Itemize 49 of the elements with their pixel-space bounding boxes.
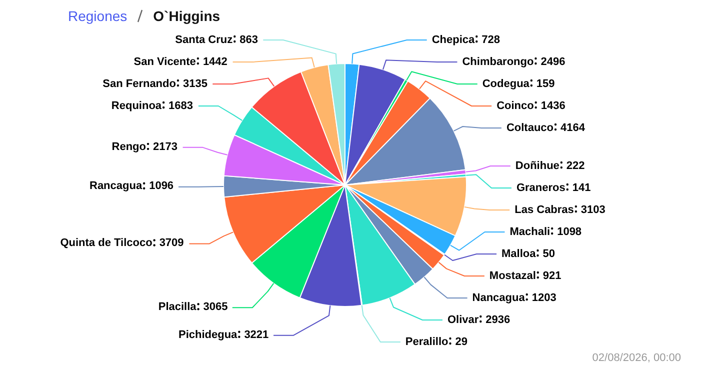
data-label: 1096 <box>149 180 174 192</box>
slice-label: Placilla <box>158 301 196 314</box>
slice-label: Santa Cruz <box>175 34 233 46</box>
slice-label: San Vicente <box>134 56 196 68</box>
slice-label: Nancagua <box>472 292 525 304</box>
text: 02/08/2026, 00:00 <box>592 352 681 364</box>
slice-label: Codegua <box>482 78 530 90</box>
slice-label: Rancagua <box>90 180 142 192</box>
slice-label: Coltauco <box>506 122 554 134</box>
slice-label: Quinta de Tilcoco <box>60 237 152 250</box>
slice-label: Las Cabras <box>514 204 574 216</box>
data-label: 1442 <box>202 56 228 68</box>
data-label: 1436 <box>540 100 566 112</box>
data-label: 1098 <box>557 226 582 238</box>
slice-label: Chimbarongo <box>462 56 534 68</box>
data-label: 3135 <box>182 78 208 90</box>
data-label: 728 <box>482 34 500 46</box>
slice-label: Olivar <box>447 314 479 326</box>
slice-label: Pichidegua <box>178 328 238 341</box>
data-label: 3065 <box>203 301 228 314</box>
slice-label: Peralillo <box>405 336 448 348</box>
data-label: 3103 <box>580 204 606 216</box>
data-label: 1683 <box>168 100 194 112</box>
slice-label: Coinco <box>496 100 534 112</box>
slice-label: Chepica <box>432 34 475 46</box>
data-label: 4164 <box>560 122 585 134</box>
data-label: 3709 <box>159 237 184 250</box>
slice-label: San Fernando <box>102 78 176 90</box>
slice-label: Graneros <box>516 182 566 194</box>
data-label: 50 <box>542 248 555 260</box>
data-label: 141 <box>572 182 591 194</box>
data-label: 159 <box>536 78 555 90</box>
data-label: 2496 <box>540 56 566 68</box>
data-label: 3221 <box>244 328 269 341</box>
data-label: 2173 <box>153 140 178 153</box>
chart-subtitle: Regiones <box>68 8 128 24</box>
data-label: 29 <box>455 336 468 348</box>
data-label: 921 <box>542 270 562 282</box>
slice-label: Rengo <box>112 140 146 153</box>
data-label: 222 <box>566 160 585 172</box>
data-label: 863 <box>240 34 258 46</box>
chart-title: O`Higgins <box>153 8 220 24</box>
data-label: 1203 <box>532 292 556 304</box>
slice-label: Requinoa <box>111 100 162 112</box>
slice-label: Mostazal <box>489 270 536 282</box>
slice-label: Malloa <box>502 248 536 260</box>
slice-label: Machali <box>510 226 550 238</box>
slice-label: Doñihue <box>515 160 560 172</box>
data-label: 2936 <box>486 314 510 326</box>
